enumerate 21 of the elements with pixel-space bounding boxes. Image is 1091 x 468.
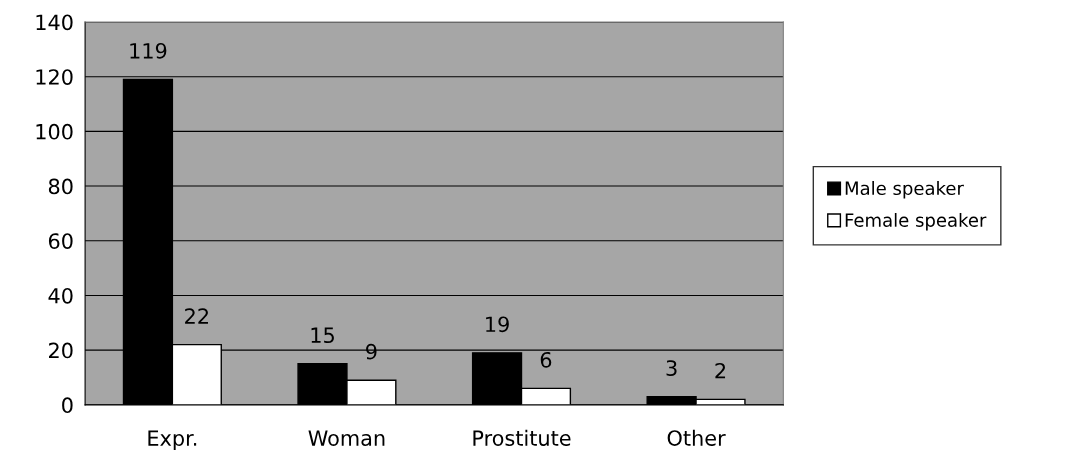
x-tick-label: Other bbox=[667, 429, 726, 446]
legend-label: Female speaker bbox=[845, 212, 987, 231]
y-tick-label: 120 bbox=[36, 69, 73, 85]
data-label: 22 bbox=[185, 308, 208, 324]
legend-label: Male speaker bbox=[845, 181, 964, 199]
x-tick-label: Prostitute bbox=[473, 429, 571, 446]
y-tick-label: 60 bbox=[48, 233, 73, 249]
y-tick-label: 20 bbox=[49, 342, 73, 359]
data-label: 15 bbox=[311, 327, 334, 344]
y-tick-label: 40 bbox=[48, 287, 73, 304]
data-label: 3 bbox=[666, 360, 677, 376]
y-tick-label: 80 bbox=[48, 178, 73, 195]
y-tick-label: 140 bbox=[36, 14, 73, 31]
data-label: 2 bbox=[715, 362, 726, 379]
data-label: 19 bbox=[486, 316, 509, 333]
x-tick-label: Woman bbox=[308, 430, 385, 446]
data-label: 6 bbox=[540, 351, 552, 368]
y-tick-label: 0 bbox=[62, 397, 73, 414]
y-tick-label: 100 bbox=[36, 123, 73, 140]
x-tick-label: Expr. bbox=[148, 430, 197, 450]
data-label: 119 bbox=[130, 42, 167, 59]
